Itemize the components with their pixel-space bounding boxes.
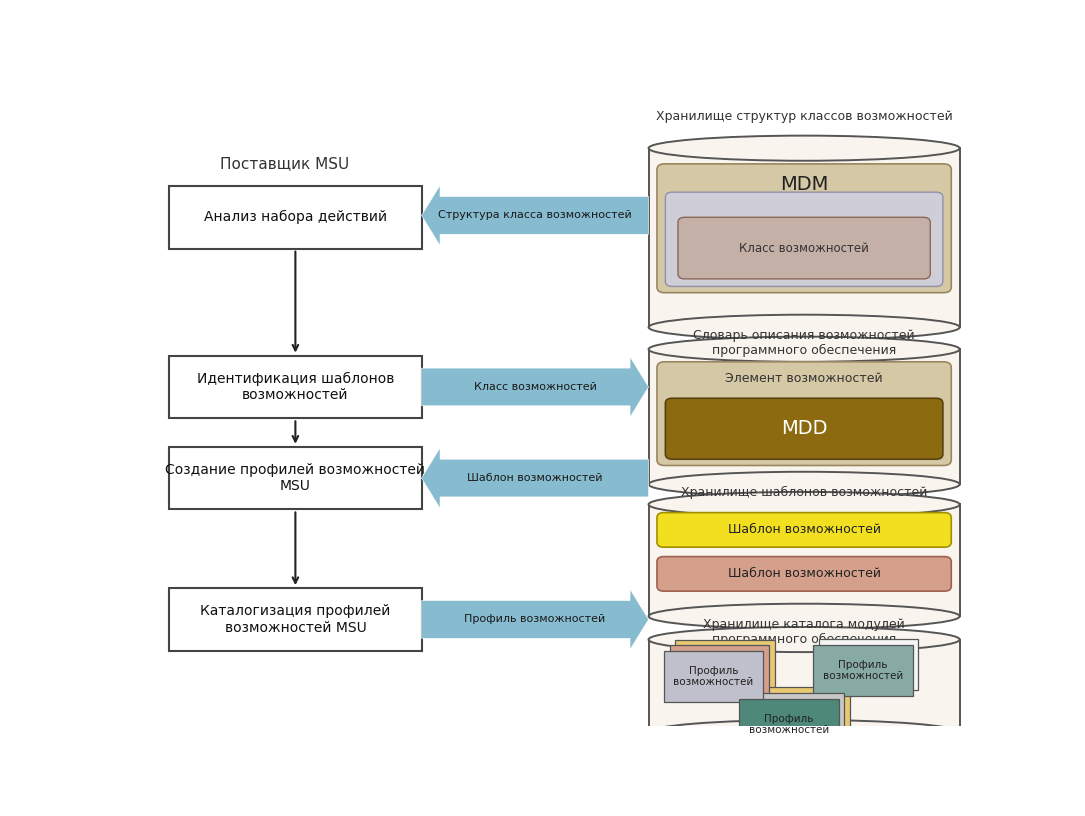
FancyBboxPatch shape [658, 512, 952, 548]
Text: MDD: MDD [781, 419, 828, 438]
Text: Класс возможностей: Класс возможностей [739, 242, 869, 255]
Polygon shape [421, 185, 649, 246]
Ellipse shape [649, 720, 959, 745]
Text: Идентификация шаблонов
возможностей: Идентификация шаблонов возможностей [196, 372, 394, 402]
Polygon shape [649, 504, 959, 616]
Ellipse shape [649, 337, 959, 361]
FancyBboxPatch shape [739, 698, 839, 750]
Polygon shape [649, 640, 959, 733]
Text: Хранилище каталога модулей
программного обеспечения: Хранилище каталога модулей программного … [703, 618, 905, 645]
FancyBboxPatch shape [814, 645, 912, 696]
FancyBboxPatch shape [658, 361, 952, 465]
Text: Профиль
возможностей: Профиль возможностей [822, 659, 903, 681]
Text: MDM: MDM [780, 175, 828, 194]
FancyBboxPatch shape [658, 164, 952, 293]
FancyBboxPatch shape [678, 217, 930, 279]
Polygon shape [421, 589, 649, 650]
FancyBboxPatch shape [169, 588, 421, 651]
Text: Элемент возможностей: Элемент возможностей [725, 372, 883, 385]
Polygon shape [421, 448, 649, 508]
Text: Класс возможностей: Класс возможностей [474, 382, 597, 392]
FancyBboxPatch shape [819, 639, 919, 690]
Text: Создание профилей возможностей
MSU: Создание профилей возможностей MSU [165, 463, 425, 493]
Text: Профиль
возможностей: Профиль возможностей [749, 713, 829, 735]
Text: Хранилище шаблонов возможностей: Хранилище шаблонов возможностей [681, 486, 928, 499]
Polygon shape [421, 357, 649, 417]
FancyBboxPatch shape [169, 356, 421, 419]
Ellipse shape [649, 472, 959, 497]
Text: Структура класса возможностей: Структура класса возможностей [701, 233, 907, 246]
Ellipse shape [649, 604, 959, 629]
Text: Профиль возможностей: Профиль возможностей [464, 614, 605, 624]
Text: Хранилище структур классов возможностей: Хранилище структур классов возможностей [655, 110, 953, 123]
Polygon shape [649, 349, 959, 485]
FancyBboxPatch shape [665, 398, 943, 459]
Ellipse shape [649, 135, 959, 161]
FancyBboxPatch shape [745, 693, 844, 744]
Text: Профиль
возможностей: Профиль возможностей [673, 666, 753, 687]
Text: Словарь описания возможностей
программного обеспечения: Словарь описания возможностей программно… [693, 329, 915, 357]
Text: Шаблон возможностей: Шаблон возможностей [468, 473, 603, 483]
Ellipse shape [649, 492, 959, 517]
FancyBboxPatch shape [169, 446, 421, 509]
Text: Поставщик MSU: Поставщик MSU [219, 157, 349, 171]
Ellipse shape [649, 627, 959, 652]
Text: Структура класса возможностей: Структура класса возможностей [438, 211, 631, 220]
Text: Шаблон возможностей: Шаблон возможностей [728, 567, 881, 580]
Text: Шаблон возможностей: Шаблон возможностей [728, 523, 881, 536]
Ellipse shape [649, 315, 959, 339]
FancyBboxPatch shape [658, 557, 952, 591]
FancyBboxPatch shape [669, 645, 769, 697]
Polygon shape [649, 149, 959, 327]
FancyBboxPatch shape [751, 687, 851, 738]
Text: Каталогизация профилей
возможностей MSU: Каталогизация профилей возможностей MSU [201, 605, 391, 635]
FancyBboxPatch shape [665, 193, 943, 286]
FancyBboxPatch shape [664, 651, 763, 703]
Text: Анализ набора действий: Анализ набора действий [204, 211, 387, 224]
FancyBboxPatch shape [676, 640, 775, 691]
FancyBboxPatch shape [169, 186, 421, 249]
